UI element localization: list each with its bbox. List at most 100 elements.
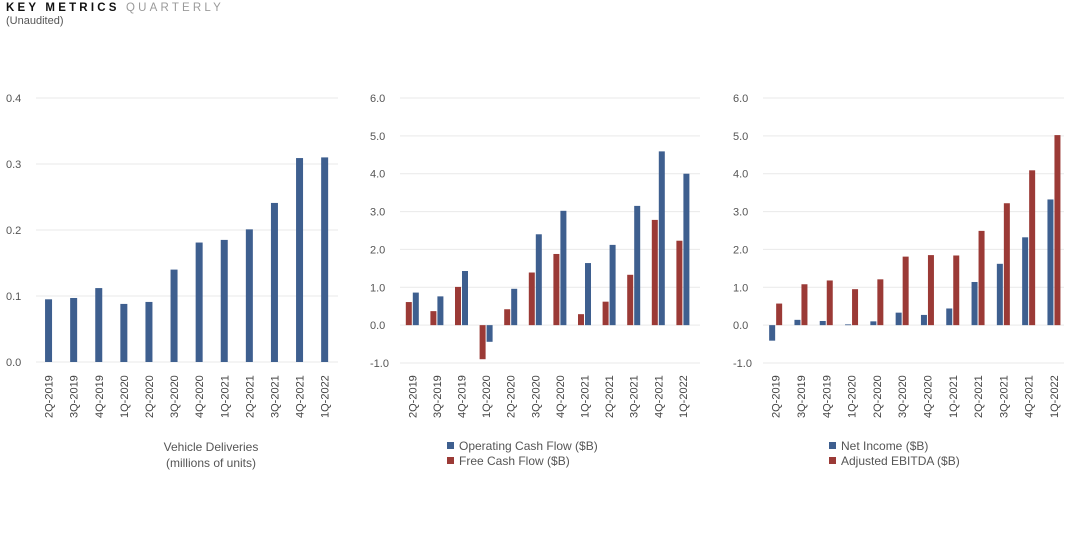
x-tick-label: 1Q-2020 [119, 375, 131, 418]
x-tick-label: 3Q-2019 [69, 375, 81, 418]
legend-entry: Adjusted EBITDA ($B) [841, 454, 960, 468]
bar-income-1-3 [852, 289, 859, 326]
bar-cashflow-1-5 [535, 234, 542, 326]
bar-income-0-11 [1047, 199, 1054, 326]
x-tick-label: 2Q-2021 [604, 375, 616, 418]
y-tick-label: 6.0 [733, 93, 748, 105]
bar-cashflow-1-3 [486, 325, 493, 342]
legend-entry: Free Cash Flow ($B) [459, 454, 570, 468]
x-tick-label: 2Q-2019 [771, 375, 783, 418]
bar-income-0-3 [845, 324, 852, 326]
x-tick-label: 1Q-2021 [948, 375, 960, 418]
bar-deliveries-0-4 [145, 301, 153, 362]
x-tick-label: 4Q-2021 [295, 375, 307, 418]
x-tick-label: 3Q-2020 [530, 375, 542, 418]
bar-cashflow-1-6 [560, 210, 567, 326]
bar-deliveries-0-10 [296, 158, 304, 362]
y-tick-label: 3.0 [733, 207, 748, 219]
y-tick-label: 0.0 [733, 320, 748, 332]
bar-income-0-4 [870, 321, 877, 326]
bar-cashflow-0-2 [455, 286, 461, 326]
y-tick-label: 5.0 [733, 131, 748, 143]
x-tick-label: 3Q-2021 [269, 375, 281, 418]
y-tick-label: 1.0 [370, 282, 385, 294]
x-tick-label: 4Q-2020 [555, 375, 567, 418]
bar-income-0-2 [819, 320, 826, 326]
x-tick-label: 3Q-2019 [796, 375, 808, 418]
bar-cashflow-1-9 [634, 205, 641, 326]
bar-cashflow-1-4 [511, 288, 518, 326]
bar-income-0-6 [920, 314, 927, 326]
bar-income-0-1 [794, 319, 801, 326]
y-tick-label: 2.0 [370, 244, 385, 256]
bar-income-1-2 [826, 280, 833, 326]
bar-income-1-6 [927, 255, 934, 326]
bar-cashflow-1-10 [658, 151, 665, 326]
x-tick-label: 4Q-2019 [821, 375, 833, 418]
x-tick-label: 2Q-2020 [872, 375, 884, 418]
x-tick-label: 1Q-2020 [481, 375, 493, 418]
legend-swatch [447, 442, 454, 449]
x-tick-label: 3Q-2021 [629, 375, 641, 418]
bar-cashflow-1-11 [683, 173, 690, 326]
legend-entry: Operating Cash Flow ($B) [459, 439, 598, 453]
x-tick-label: 4Q-2020 [922, 375, 934, 418]
x-tick-label: 2Q-2021 [244, 375, 256, 418]
bar-cashflow-0-6 [553, 253, 560, 326]
bar-cashflow-1-1 [437, 296, 444, 326]
x-tick-label: 1Q-2020 [847, 375, 859, 418]
bar-income-1-9 [1003, 203, 1010, 326]
legend-entry: Net Income ($B) [841, 439, 928, 453]
bar-income-1-1 [801, 284, 808, 326]
x-tick-label: 3Q-2021 [998, 375, 1010, 418]
bar-deliveries-0-7 [220, 239, 228, 362]
bar-income-1-4 [877, 279, 884, 326]
bar-cashflow-0-7 [578, 314, 584, 326]
x-tick-label: 2Q-2021 [973, 375, 985, 418]
x-tick-label: 1Q-2021 [219, 375, 231, 418]
bar-income-0-0 [769, 325, 776, 341]
bar-income-0-10 [1022, 237, 1029, 326]
bar-cashflow-1-8 [609, 244, 616, 326]
x-tick-label: 3Q-2020 [169, 375, 181, 418]
y-tick-label: 5.0 [370, 131, 385, 143]
chart-deliveries: 0.0 0.1 0.2 0.3 0.4 2Q-2019 3Q-2019 4Q-2019 1Q-2… [6, 93, 338, 470]
report-title: KEY METRICS QUARTERLY [6, 2, 224, 14]
bar-income-1-11 [1054, 135, 1061, 326]
y-tick-label: 1.0 [733, 282, 748, 294]
y-tick-label: 0.3 [6, 159, 21, 171]
y-tick-label: 2.0 [733, 244, 748, 256]
x-tick-label: 2Q-2019 [44, 375, 56, 418]
x-tick-label: 3Q-2020 [897, 375, 909, 418]
bar-income-0-9 [996, 263, 1003, 326]
bar-income-1-7 [953, 255, 960, 326]
legend-swatch [829, 442, 836, 449]
x-tick-label: 2Q-2020 [144, 375, 156, 418]
chart-income: -1.0 0.0 1.0 2.0 3.0 4.0 5.0 6.0 2Q-2019 3Q-2019 4… [733, 93, 1064, 468]
x-tick-label: 4Q-2021 [1024, 375, 1036, 418]
bar-deliveries-0-9 [270, 202, 278, 362]
bar-deliveries-0-3 [120, 303, 128, 362]
bar-cashflow-0-9 [627, 274, 634, 326]
bar-cashflow-0-0 [405, 302, 412, 326]
x-tick-label: 1Q-2022 [320, 375, 332, 418]
y-tick-label: 3.0 [370, 207, 385, 219]
bar-cashflow-0-3 [479, 325, 486, 360]
y-tick-label: 0.0 [370, 320, 385, 332]
bar-deliveries-0-11 [321, 157, 329, 362]
x-axis-label: (millions of units) [166, 456, 256, 470]
bar-income-0-5 [895, 312, 902, 326]
x-tick-label: 3Q-2019 [432, 375, 444, 418]
bar-cashflow-0-5 [528, 272, 535, 326]
y-tick-label: -1.0 [370, 358, 389, 370]
bar-deliveries-0-8 [245, 229, 253, 362]
bar-income-0-8 [971, 281, 978, 326]
x-tick-label: 1Q-2022 [1049, 375, 1061, 418]
x-tick-label: 4Q-2019 [457, 375, 469, 418]
title-bold: KEY METRICS [6, 2, 120, 14]
bar-deliveries-0-2 [95, 288, 103, 362]
title-light: QUARTERLY [126, 2, 225, 14]
chart-cashflow: -1.0 0.0 1.0 2.0 3.0 4.0 5.0 6.0 2Q-2019 3Q-2019 4… [370, 93, 700, 468]
y-tick-label: 6.0 [370, 93, 385, 105]
